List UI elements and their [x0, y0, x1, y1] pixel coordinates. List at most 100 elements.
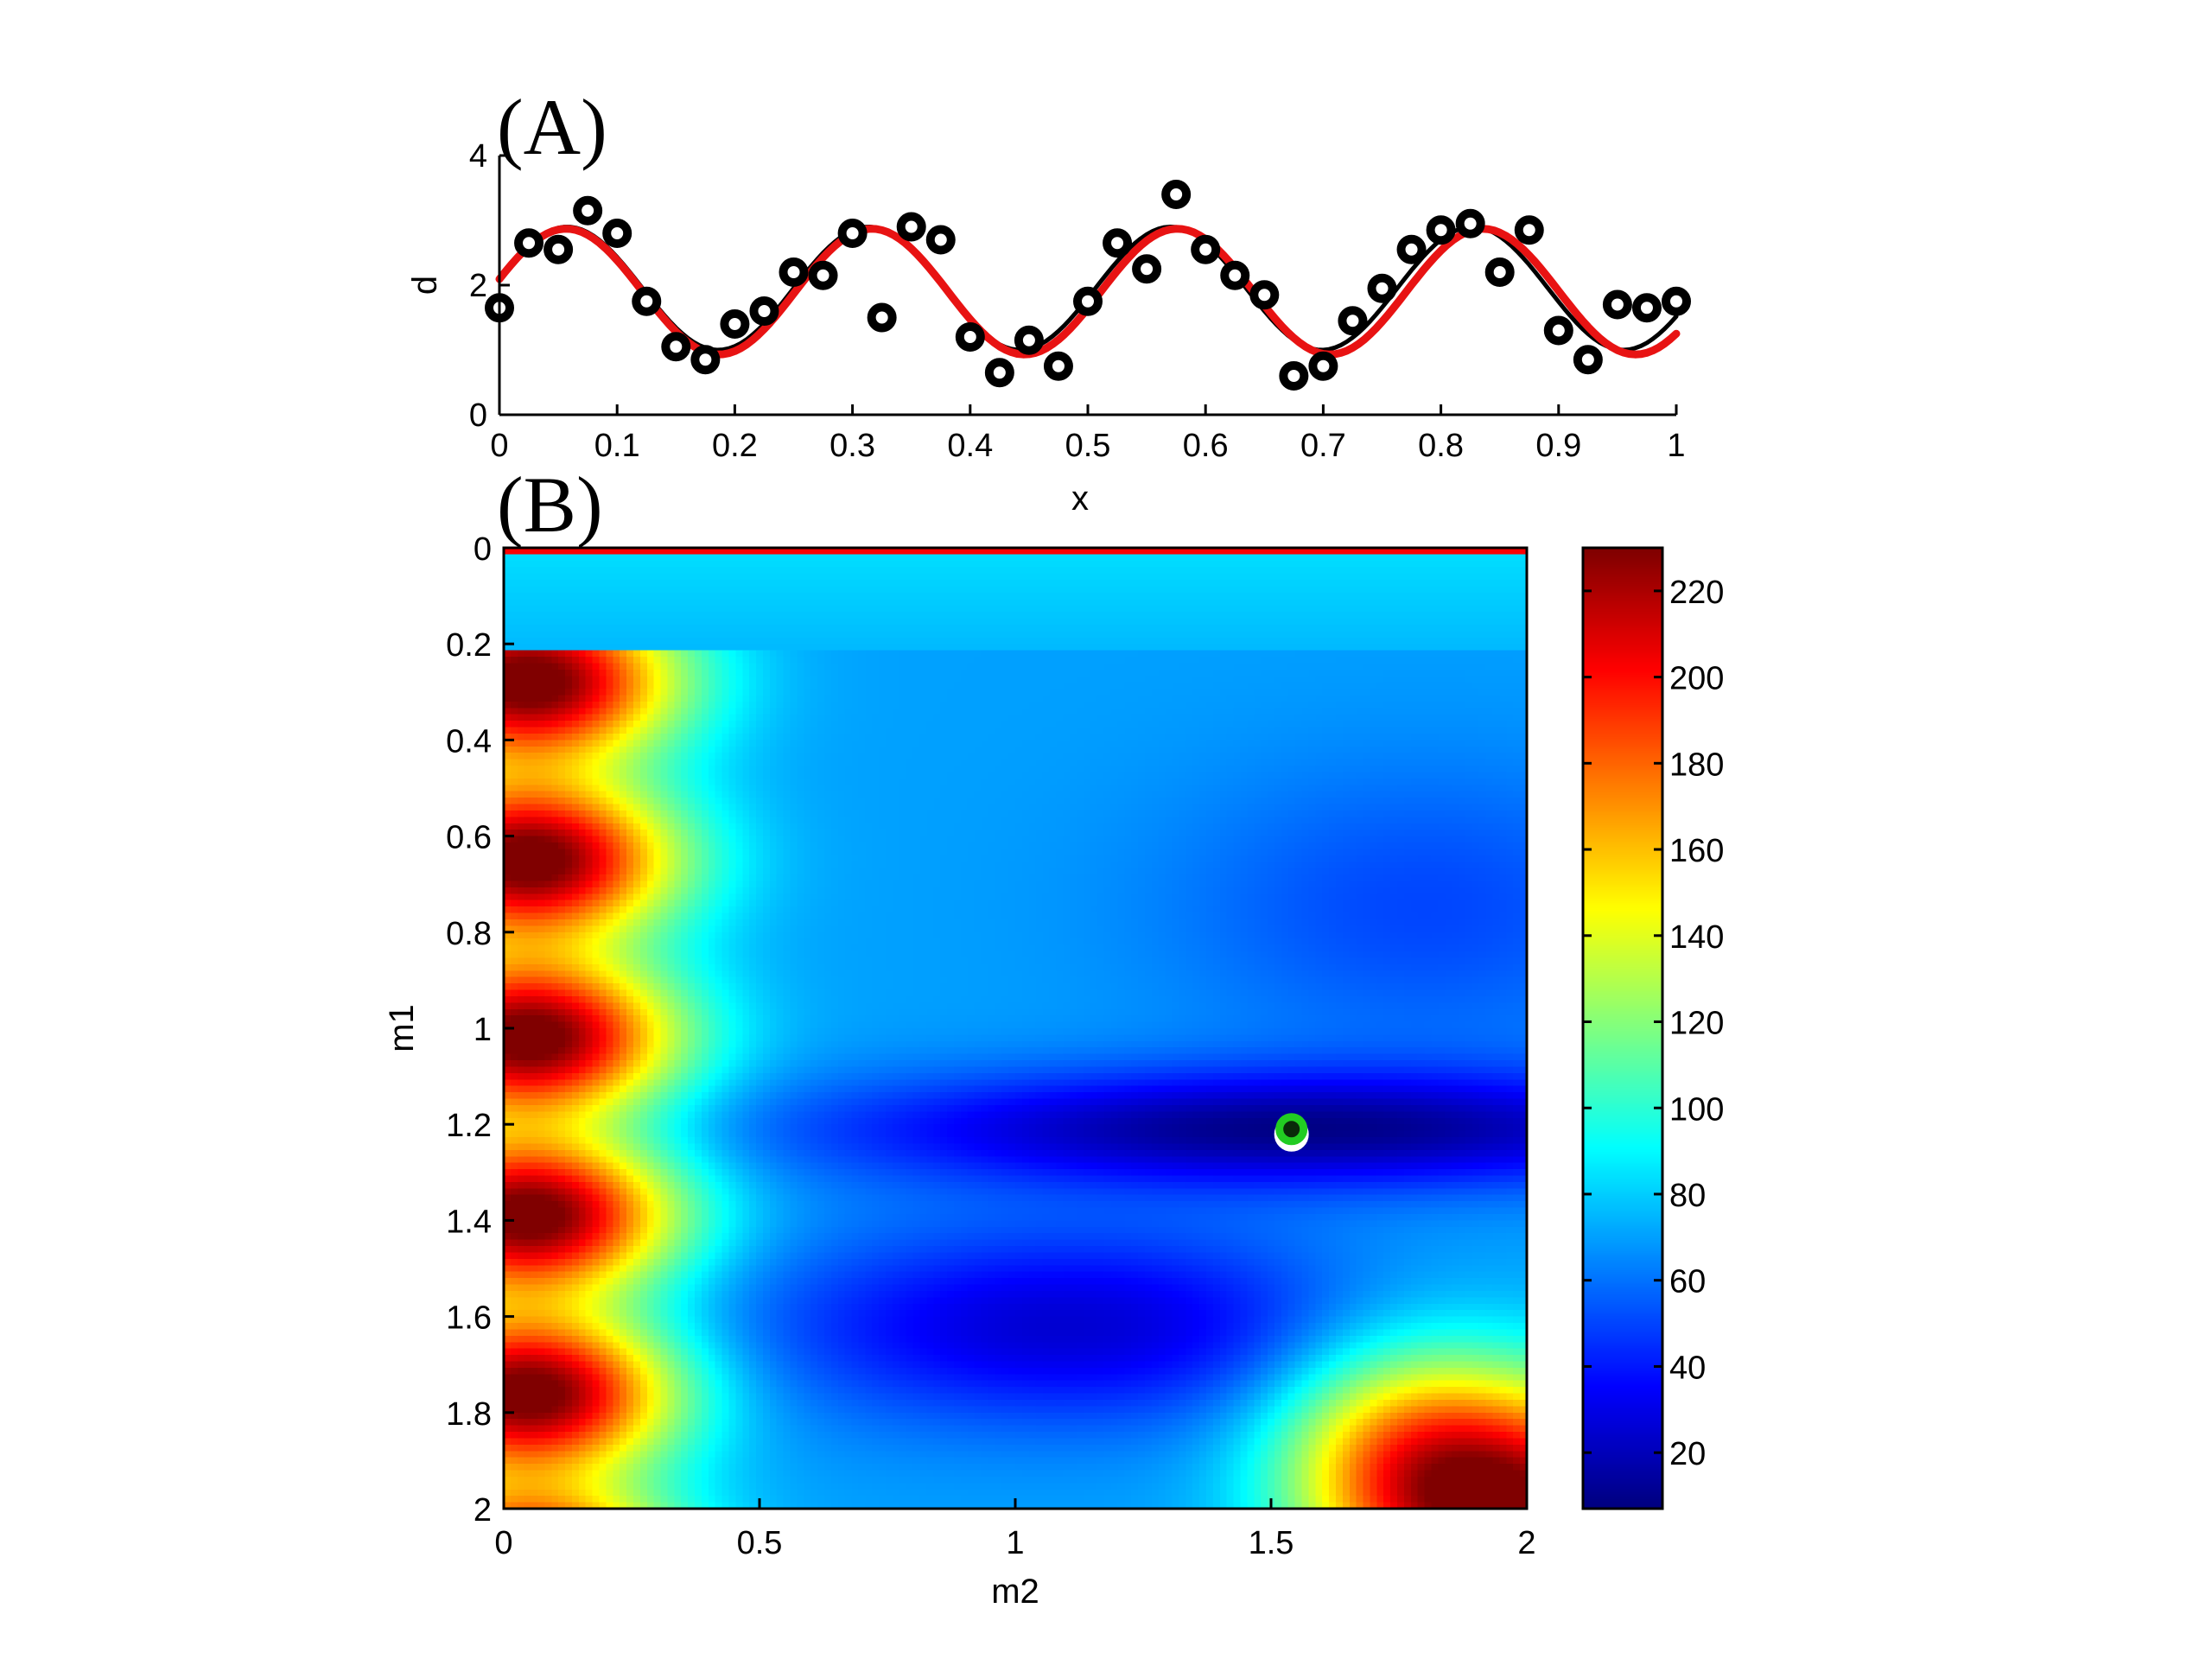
- x-tick-label: 0.2: [712, 428, 758, 464]
- x-tick-label: 0.5: [1065, 428, 1111, 464]
- x-tick-label: 1: [1006, 1525, 1024, 1561]
- x-tick-label: 1.5: [1249, 1525, 1294, 1561]
- colorbar-tick-label: 160: [1669, 833, 1724, 869]
- data-point: [837, 219, 868, 248]
- y-tick-label: 2: [469, 268, 487, 304]
- y-tick-label: 1.6: [446, 1300, 492, 1337]
- panel-b-x-axis-label: m2: [991, 1573, 1039, 1611]
- x-tick-label: 0.5: [737, 1525, 783, 1561]
- panel-a-axes: 0 0.1 0.2 0.3 0.4 0.5 0.6 0.7 0.8 0.9 1 0 2 4: [469, 138, 1686, 464]
- data-point: [1367, 273, 1397, 303]
- colorbar-tick-label: 140: [1669, 919, 1724, 956]
- data-point: [661, 332, 691, 362]
- x-tick-label: 2: [1517, 1525, 1535, 1561]
- colorbar-tick-label: 80: [1669, 1178, 1706, 1214]
- data-point: [1543, 315, 1573, 346]
- data-point: [896, 212, 926, 242]
- y-tick-label: 1.8: [446, 1396, 492, 1433]
- colorbar-tick-label: 200: [1669, 661, 1724, 697]
- colorbar-tick-label: 180: [1669, 747, 1724, 783]
- colorbar-container: [1583, 548, 1662, 1509]
- minimum-marker-green: [1275, 1113, 1308, 1146]
- panel-a-plot-area: [485, 180, 1691, 391]
- data-point: [1631, 293, 1662, 323]
- data-point: [1396, 234, 1427, 264]
- data-point: [808, 260, 838, 290]
- data-point: [1014, 325, 1044, 355]
- x-tick-label: 1: [1667, 428, 1685, 464]
- data-point: [1220, 260, 1250, 290]
- colorbar-tick-label: 100: [1669, 1091, 1724, 1128]
- x-tick-label: 0.9: [1535, 428, 1581, 464]
- data-point: [1279, 361, 1309, 391]
- data-point: [1573, 345, 1603, 375]
- y-tick-label: 0: [474, 531, 492, 568]
- y-tick-label: 0.4: [446, 723, 492, 760]
- data-point: [955, 322, 985, 352]
- y-tick-label: 2: [474, 1492, 492, 1529]
- data-point: [720, 309, 750, 339]
- x-tick-label: 0.1: [594, 428, 640, 464]
- y-tick-label: 4: [469, 138, 487, 175]
- x-tick-label: 0.7: [1300, 428, 1346, 464]
- panel-b-overlay: [1274, 1113, 1309, 1152]
- y-tick-label: 0: [469, 397, 487, 434]
- x-tick-label: 0: [494, 1525, 512, 1561]
- data-point: [543, 234, 574, 264]
- heatmap-canvas: [504, 548, 1527, 1509]
- y-tick-label: 1.2: [446, 1108, 492, 1144]
- y-tick-label: 0.2: [446, 627, 492, 664]
- data-point: [1161, 180, 1192, 209]
- data-point: [514, 228, 544, 258]
- data-point: [573, 195, 603, 226]
- panel-b-y-axis-label: m1: [383, 1004, 421, 1052]
- panel-a-label: (A): [497, 83, 607, 171]
- x-tick-label: 0.4: [947, 428, 993, 464]
- data-point: [1132, 254, 1162, 284]
- y-tick-label: 1.4: [446, 1204, 492, 1240]
- data-point: [1602, 289, 1632, 320]
- y-tick-label: 0.8: [446, 916, 492, 952]
- y-tick-label: 0.6: [446, 820, 492, 856]
- data-point: [632, 286, 662, 316]
- x-tick-label: 0: [490, 428, 508, 464]
- panel-b-label: (B): [497, 461, 603, 549]
- data-point: [1455, 208, 1485, 238]
- data-point: [1073, 286, 1103, 316]
- data-point: [984, 358, 1014, 388]
- data-point: [1308, 351, 1338, 381]
- data-point: [602, 219, 632, 248]
- colorbar-tick-label: 60: [1669, 1264, 1706, 1300]
- data-point: [1043, 351, 1073, 381]
- colorbar-canvas: [1583, 548, 1662, 1509]
- x-tick-label: 0.3: [830, 428, 875, 464]
- x-tick-label: 0.6: [1183, 428, 1229, 464]
- colorbar-tick-label: 220: [1669, 575, 1724, 611]
- data-point: [749, 296, 779, 326]
- colorbar-frame: [1581, 546, 1664, 1510]
- panel-b-axes: 0 0.5 1 1.5 200.20.40.60.811.21.41.61.82: [446, 531, 1535, 1561]
- panel-b-heatmap: (B) 0 0.5 1 1.5 200.20.40.60.811.21.41.61.82…: [383, 461, 1724, 1611]
- x-tick-label: 0.8: [1418, 428, 1464, 464]
- y-tick-label: 1: [474, 1012, 492, 1048]
- colorbar-tick-label: 20: [1669, 1436, 1706, 1472]
- panel-a-x-axis-label: x: [1071, 480, 1089, 518]
- panel-a-line-plot: (A) 0 0.1 0.2 0.3 0.4 0.5 0.6 0.7 0.8 0.9 1 0 2 4 x d: [406, 83, 1691, 518]
- panel-a-y-axis-label: d: [406, 276, 444, 295]
- data-point: [867, 302, 897, 333]
- data-point: [1103, 228, 1133, 258]
- heatmap-image-container: [504, 548, 1527, 1509]
- data-point: [690, 345, 721, 375]
- data-point: [1426, 215, 1456, 245]
- data-point: [925, 225, 956, 255]
- colorbar-axis: 20 40 60 80 100 120 140 160 180 200 220: [1581, 546, 1724, 1510]
- colorbar-tick-label: 120: [1669, 1006, 1724, 1042]
- data-point: [1191, 234, 1221, 264]
- data-point: [1514, 215, 1544, 245]
- colorbar-tick-label: 40: [1669, 1350, 1706, 1386]
- data-point: [1484, 257, 1515, 287]
- data-point: [1662, 286, 1691, 316]
- data-point: [1249, 280, 1280, 310]
- data-point: [779, 257, 809, 287]
